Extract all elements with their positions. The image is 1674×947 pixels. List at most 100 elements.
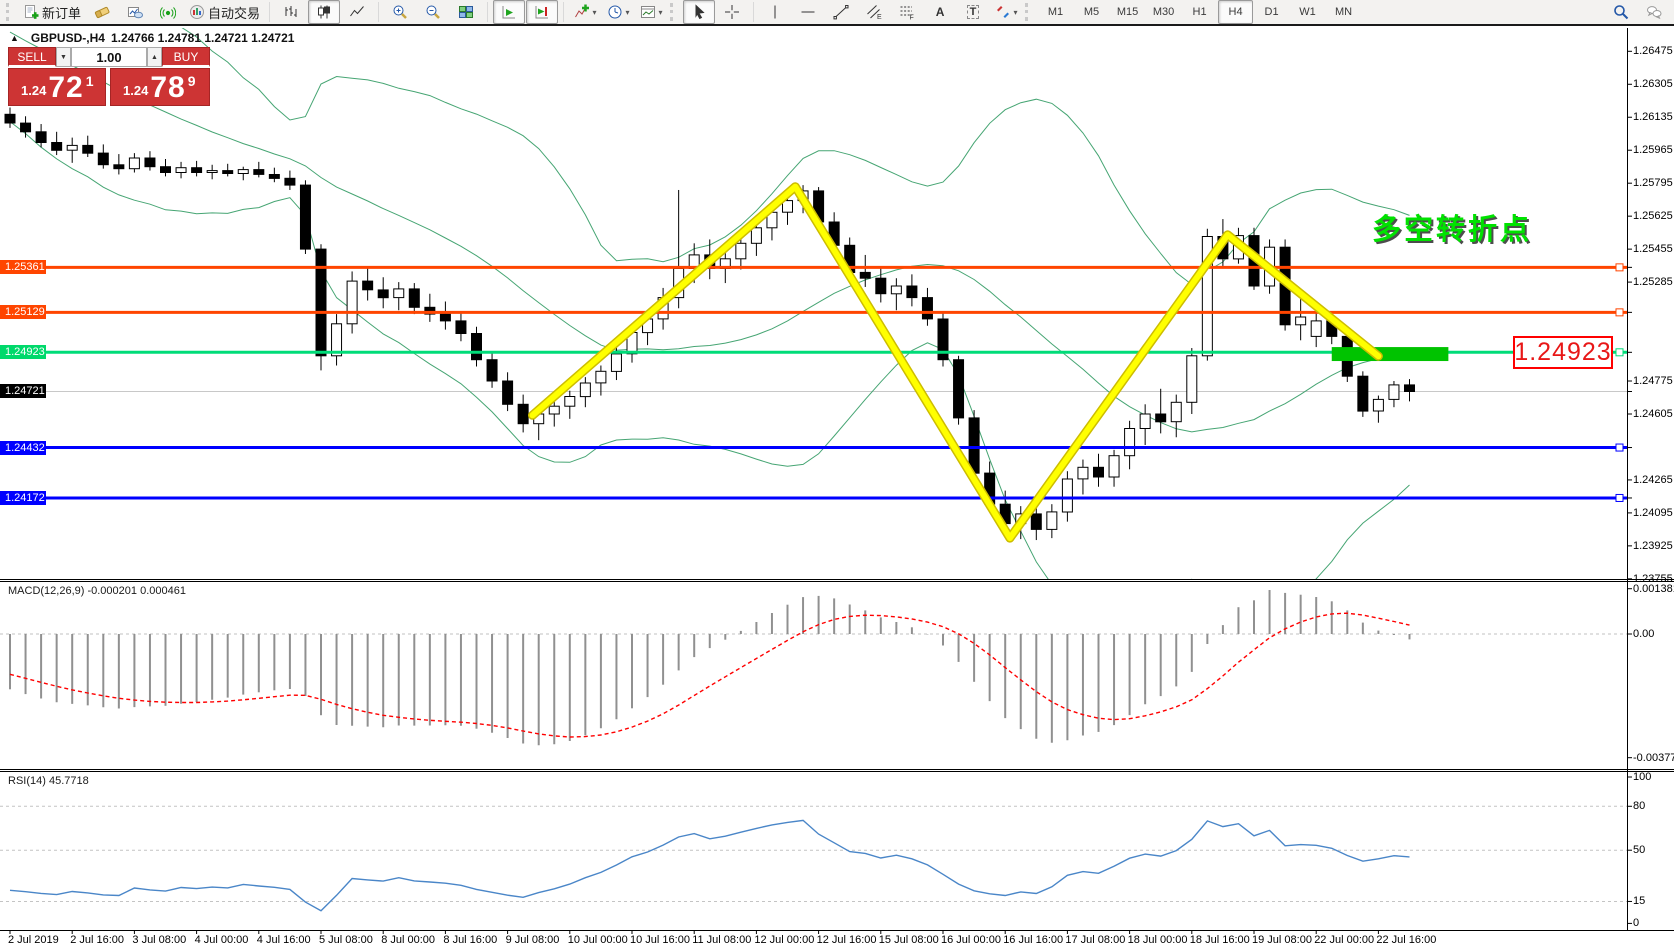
market-watch-button[interactable] <box>119 0 151 24</box>
tf-d1-button[interactable]: D1 <box>1264 6 1279 18</box>
fibonacci-button[interactable]: F <box>891 0 923 24</box>
text-tool-icon: A <box>935 5 945 19</box>
periods-button[interactable]: ▾ <box>602 0 634 24</box>
indicators-button[interactable]: ▾ <box>569 0 601 24</box>
text-label-tool-button[interactable]: T <box>957 0 989 24</box>
symbol-period-label: GBPUSD-,H4 <box>30 31 105 45</box>
text-tool-button[interactable]: A <box>924 0 956 24</box>
sell-price-display[interactable]: 1.24 72 1 <box>8 68 106 106</box>
chart-shift-icon <box>535 6 549 19</box>
toolbar-grip[interactable] <box>6 3 14 21</box>
templates-button[interactable]: ▾ <box>635 0 667 24</box>
fibonacci-icon: F <box>900 6 914 21</box>
new-order-button[interactable]: 新订单 <box>19 0 85 24</box>
arrows-icon <box>996 6 1009 18</box>
toolbar-separator <box>378 2 380 22</box>
trendline-icon <box>833 5 849 20</box>
text-label-icon: T <box>966 5 980 19</box>
candlestick-chart-button[interactable] <box>308 0 341 24</box>
crosshair-button[interactable] <box>716 0 748 24</box>
buy-button[interactable]: BUY <box>162 47 210 67</box>
one-click-trading-panel: SELL ▼ ▲ BUY 1.24 72 1 1.24 78 9 <box>8 47 210 106</box>
chevron-down-icon: ▾ <box>658 7 663 17</box>
zoom-in-button[interactable] <box>384 0 416 24</box>
chevron-down-icon: ▾ <box>1013 7 1018 17</box>
tf-m15-button[interactable]: M15 <box>1116 6 1139 18</box>
line-chart-button[interactable] <box>341 0 373 24</box>
turning-point-annotation: 多空转折点 <box>1372 214 1533 246</box>
autotrading-button[interactable]: 自动交易 <box>185 0 264 24</box>
trendline-button[interactable] <box>825 0 857 24</box>
autotrading-icon <box>190 5 205 19</box>
chart-shift-button[interactable] <box>526 0 559 24</box>
zoom-out-button[interactable] <box>417 0 449 24</box>
main-toolbar: 新订单 自动交易 <box>0 0 1674 26</box>
zoom-in-icon <box>393 5 407 19</box>
cursor-button[interactable] <box>683 0 716 24</box>
sell-price-big: 72 <box>48 71 84 104</box>
toolbar-grip[interactable] <box>1025 3 1033 21</box>
price-callout-box[interactable]: 1.24923 <box>1513 336 1613 369</box>
chevron-down-icon: ▾ <box>625 7 630 17</box>
tf-m1-button[interactable]: M1 <box>1047 6 1064 18</box>
indicators-icon <box>574 4 589 18</box>
eraser-icon <box>94 6 110 19</box>
rsi-label: RSI(14) 45.7718 <box>8 775 89 787</box>
market-watch-icon <box>128 7 144 19</box>
equidistant-channel-button[interactable]: E <box>858 0 890 24</box>
tf-h4-button[interactable]: H4 <box>1218 0 1254 24</box>
buy-price-display[interactable]: 1.24 78 9 <box>110 68 210 106</box>
tf-mn-button[interactable]: MN <box>1334 6 1353 18</box>
sell-button[interactable]: SELL <box>8 47 56 67</box>
collapse-panel-icon[interactable]: ▲ <box>10 33 19 43</box>
search-icon <box>1614 5 1629 20</box>
tile-windows-button[interactable] <box>450 0 482 24</box>
vertical-line-icon <box>774 5 776 19</box>
chevron-down-icon: ▾ <box>592 7 597 17</box>
toolbar-separator <box>753 2 755 22</box>
templates-icon <box>640 6 655 18</box>
bar-chart-icon <box>285 6 297 17</box>
volume-input[interactable] <box>71 47 147 67</box>
sell-price-sup: 1 <box>85 73 94 89</box>
line-chart-icon <box>350 6 364 17</box>
toolbar-separator <box>487 2 489 22</box>
auto-scroll-button[interactable] <box>493 0 526 24</box>
auto-scroll-icon <box>502 6 516 19</box>
toolbar-separator <box>563 2 565 22</box>
toolbar-separator <box>269 2 271 22</box>
crosshair-icon <box>725 5 740 19</box>
search-button[interactable] <box>1605 0 1637 24</box>
tf-m5-button[interactable]: M5 <box>1083 6 1100 18</box>
candlestick-chart-icon <box>318 5 331 19</box>
eraser-button[interactable] <box>86 0 118 24</box>
horizontal-line-icon <box>801 11 815 13</box>
vertical-line-button[interactable] <box>759 0 791 24</box>
tf-h1-button[interactable]: H1 <box>1192 6 1207 18</box>
signals-button[interactable] <box>152 0 184 24</box>
buy-price-sup: 9 <box>187 73 196 89</box>
chart-title: ▲ GBPUSD-,H4 1.24766 1.24781 1.24721 1.2… <box>10 31 294 45</box>
new-order-label: 新订单 <box>42 5 82 21</box>
macd-label: MACD(12,26,9) -0.000201 0.000461 <box>8 585 186 597</box>
tf-m30-button[interactable]: M30 <box>1152 6 1175 18</box>
volume-down-button[interactable]: ▼ <box>56 47 71 67</box>
horizontal-line-button[interactable] <box>792 0 824 24</box>
clock-icon <box>608 5 622 19</box>
chat-icon <box>1647 6 1662 20</box>
ohlc-values: 1.24766 1.24781 1.24721 1.24721 <box>110 31 295 45</box>
arrows-tool-button[interactable]: ▾ <box>990 0 1022 24</box>
cursor-icon <box>695 4 705 20</box>
bar-chart-button[interactable] <box>275 0 307 24</box>
chat-button[interactable] <box>1638 0 1670 24</box>
volume-up-button[interactable]: ▲ <box>147 47 162 67</box>
autotrading-label: 自动交易 <box>208 5 261 21</box>
tf-w1-button[interactable]: W1 <box>1299 6 1316 18</box>
channel-icon: E <box>867 5 882 20</box>
toolbar-grip[interactable] <box>670 3 678 21</box>
buy-price-small: 1.24 <box>123 83 149 98</box>
svg-text:F: F <box>910 15 914 21</box>
sell-price-small: 1.24 <box>21 83 47 98</box>
